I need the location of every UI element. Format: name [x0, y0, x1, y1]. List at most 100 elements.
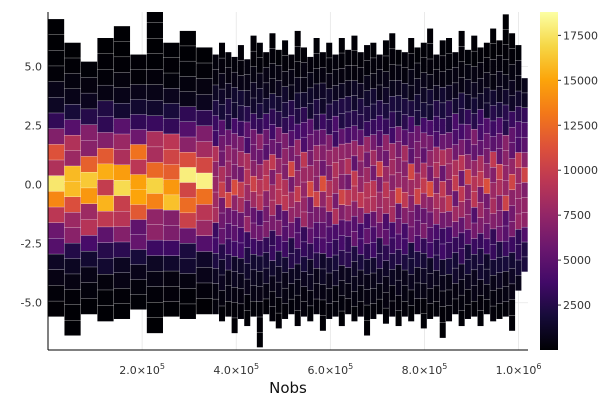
heatmap-cell — [80, 93, 98, 109]
heatmap-cell — [496, 241, 503, 257]
heatmap-cell — [250, 98, 257, 114]
heatmap-cell — [300, 182, 307, 197]
heatmap-cell — [439, 150, 446, 166]
heatmap-cell — [307, 119, 314, 135]
heatmap-cell — [275, 282, 282, 298]
heatmap-cell — [250, 223, 257, 239]
heatmap-cell — [288, 69, 295, 85]
heatmap-cell — [471, 98, 478, 114]
heatmap-cell — [80, 156, 98, 172]
heatmap-cell — [196, 47, 213, 63]
heatmap-cell — [146, 178, 163, 194]
heatmap-cell — [389, 222, 396, 238]
heatmap-cell — [446, 164, 453, 180]
heatmap-cell — [294, 139, 301, 156]
heatmap-cell — [502, 301, 509, 317]
heatmap-cell — [345, 49, 352, 66]
heatmap-cell — [244, 153, 251, 169]
heatmap-cell — [446, 148, 453, 164]
heatmap-cell — [97, 242, 114, 259]
heatmap-cell — [471, 66, 478, 83]
heatmap-cell — [231, 241, 238, 257]
heatmap-cell — [446, 274, 453, 290]
heatmap-cell — [509, 48, 516, 65]
heatmap-cell — [130, 264, 147, 280]
colorbar-tick-label: 7500 — [563, 209, 591, 222]
heatmap-cell — [420, 133, 427, 148]
heatmap-cell — [146, 255, 163, 272]
heatmap-cell — [256, 179, 263, 195]
heatmap-cell — [452, 299, 459, 315]
heatmap-cell — [269, 306, 276, 322]
heatmap-cell — [263, 299, 270, 315]
y-tick-label: 0.0 — [25, 179, 43, 192]
heatmap-cell — [179, 228, 196, 244]
heatmap-cell — [113, 180, 131, 196]
heatmap-cell — [163, 57, 180, 73]
heatmap-cell — [225, 145, 232, 161]
heatmap-cell — [256, 118, 263, 134]
heatmap-cell — [471, 129, 478, 145]
heatmap-cell — [300, 152, 307, 167]
heatmap-cell — [219, 244, 226, 260]
heatmap-cell — [382, 87, 389, 104]
heatmap-cell — [288, 299, 295, 315]
heatmap-cell — [496, 272, 503, 288]
heatmap-cell — [319, 145, 326, 161]
heatmap-cell — [389, 206, 396, 223]
heatmap-cell — [502, 90, 509, 105]
heatmap-cell — [231, 195, 238, 211]
heatmap-cell — [237, 75, 244, 91]
heatmap-cell — [146, 12, 163, 23]
heatmap-cell — [269, 245, 276, 261]
heatmap-cell — [196, 173, 213, 189]
y-tick-label: 5.0 — [25, 60, 43, 73]
heatmap-cell — [338, 98, 345, 114]
heatmap-cell — [502, 226, 509, 241]
heatmap-cell — [231, 149, 238, 165]
heatmap-cell — [345, 221, 352, 237]
heatmap-cell — [458, 186, 465, 202]
heatmap-cell — [464, 64, 471, 80]
heatmap-cell — [313, 99, 320, 115]
heatmap-cell — [163, 286, 180, 302]
heatmap-cells — [48, 12, 528, 348]
heatmap-cell — [477, 47, 484, 63]
heatmap-cell — [307, 134, 314, 151]
heatmap-cell — [269, 78, 276, 94]
heatmap-cell — [326, 165, 333, 181]
heatmap-cell — [477, 155, 484, 172]
heatmap-cell — [408, 274, 415, 290]
heatmap-cell — [244, 279, 251, 295]
heatmap-cell — [471, 254, 478, 270]
heatmap-cell — [427, 258, 434, 274]
heatmap-cell — [427, 74, 434, 90]
heatmap-cell — [97, 132, 114, 149]
heatmap-cell — [307, 88, 314, 104]
heatmap-cell — [401, 145, 408, 161]
heatmap-cell — [401, 207, 408, 224]
heatmap-cell — [477, 140, 484, 156]
heatmap-cell — [80, 282, 98, 299]
heatmap-cell — [225, 52, 232, 68]
heatmap-cell — [395, 218, 402, 234]
heatmap-cell — [130, 204, 147, 220]
heatmap-cell — [382, 197, 389, 214]
heatmap-cell — [464, 94, 471, 110]
heatmap-cell — [300, 286, 307, 302]
heatmap-cell — [231, 302, 238, 318]
heatmap-cell — [294, 77, 301, 93]
heatmap-cell — [196, 188, 213, 205]
heatmap-cell — [401, 52, 408, 68]
heatmap-cell — [351, 156, 358, 171]
heatmap-cell — [113, 103, 131, 119]
heatmap-cell — [80, 203, 98, 220]
heatmap-cell — [464, 79, 471, 95]
x-tick-label: 8.0×105 — [402, 362, 448, 377]
heatmap-cell — [113, 165, 131, 181]
heatmap-cell — [509, 205, 516, 222]
heatmap-cell — [471, 176, 478, 192]
heatmap-cell — [439, 197, 446, 213]
heatmap-cell — [370, 303, 377, 319]
heatmap-cell — [237, 166, 244, 182]
